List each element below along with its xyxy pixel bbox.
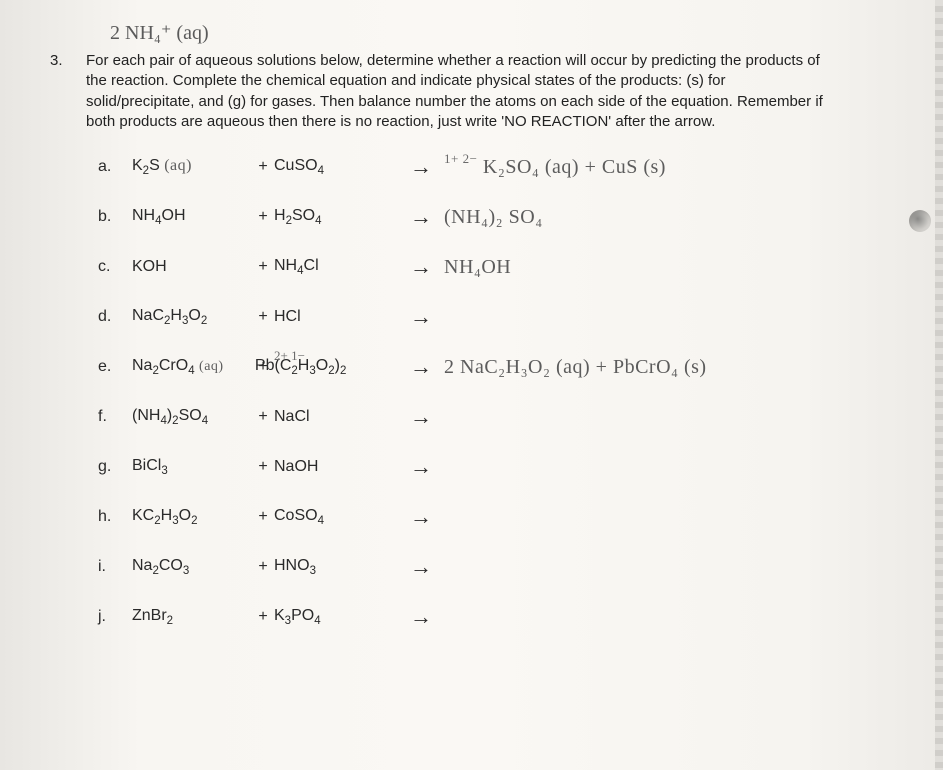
arrow-icon: → <box>404 404 444 430</box>
reactant-2: NH4Cl <box>274 257 404 277</box>
reactant-1: K2S (aq) <box>132 157 252 177</box>
plus-sign: + <box>252 158 274 176</box>
hand-annotation: (aq) <box>164 157 192 174</box>
row-letter: g. <box>98 458 132 476</box>
plus-sign: + <box>252 508 274 526</box>
row-letter: a. <box>98 158 132 176</box>
reactant-2: NaCl <box>274 408 404 426</box>
arrow-icon: → <box>404 504 444 530</box>
handwritten-product: 1+ 2− K₂SO₄ (aq) + CuS (s) <box>444 156 883 179</box>
reactant-2: CoSO4 <box>274 507 404 527</box>
arrow-icon: → <box>404 304 444 330</box>
reaction-list: a. K2S (aq) + CuSO4 → 1+ 2− K₂SO₄ (aq) +… <box>98 142 883 642</box>
reaction-row: j. ZnBr2 + K3PO4 → <box>98 592 883 642</box>
charge-annotation: 2+ 1− <box>274 348 305 363</box>
reactant-1: (NH4)2SO4 <box>132 407 252 427</box>
reactant-1: NaC2H3O2 <box>132 307 252 327</box>
arrow-icon: → <box>404 554 444 580</box>
plus-sign: + <box>252 308 274 326</box>
question-block: 3. For each pair of aqueous solutions be… <box>50 51 883 132</box>
reactant-1: KOH <box>132 258 252 276</box>
reactant-1: Na2CrO4 (aq) <box>132 357 252 377</box>
arrow-icon: → <box>404 154 444 180</box>
row-letter: d. <box>98 308 132 326</box>
reaction-row: i. Na2CO3 + HNO3 → <box>98 542 883 592</box>
question-text: For each pair of aqueous solutions below… <box>86 51 883 132</box>
arrow-icon: → <box>404 204 444 230</box>
plus-sign: + <box>252 258 274 276</box>
plus-sign: + <box>252 608 274 626</box>
spiral-binding <box>935 0 943 770</box>
row-letter: j. <box>98 608 132 626</box>
row-letter: b. <box>98 208 132 226</box>
reaction-row: b. NH4OH + H2SO4 → (NH₄)₂ SO₄ <box>98 192 883 242</box>
reactant-2: 2+ 1−Pb(C2H3O2)2 <box>274 357 404 377</box>
arrow-icon: → <box>404 454 444 480</box>
reactant-1: NH4OH <box>132 207 252 227</box>
row-letter: f. <box>98 408 132 426</box>
charge-annotation: 1+ 2− <box>444 151 477 166</box>
handwritten-product: 2 NaC₂H₃O₂ (aq) + PbCrO₄ (s) <box>444 356 883 379</box>
reactant-2: K3PO4 <box>274 607 404 627</box>
question-number: 3. <box>50 51 72 132</box>
row-letter: c. <box>98 258 132 276</box>
arrow-icon: → <box>404 604 444 630</box>
reaction-row: e. Na2CrO4 (aq) + 2+ 1−Pb(C2H3O2)2 → 2 N… <box>98 342 883 392</box>
row-letter: h. <box>98 508 132 526</box>
reactant-2: CuSO4 <box>274 157 404 177</box>
reactant-2: HCl <box>274 308 404 326</box>
reaction-row: c. KOH + NH4Cl → NH₄OH <box>98 242 883 292</box>
hand-annotation: (aq) <box>199 359 224 374</box>
reaction-row: d. NaC2H3O2 + HCl → <box>98 292 883 342</box>
header-handwriting: 2 NH₄⁺ (aq) <box>110 20 883 45</box>
reactant-2: NaOH <box>274 458 404 476</box>
reactant-1: BiCl3 <box>132 457 252 477</box>
row-letter: e. <box>98 358 132 376</box>
reaction-row: a. K2S (aq) + CuSO4 → 1+ 2− K₂SO₄ (aq) +… <box>98 142 883 192</box>
hand-text: K₂SO₄ (aq) + CuS (s) <box>483 156 666 178</box>
arrow-icon: → <box>404 354 444 380</box>
plus-sign: + <box>252 208 274 226</box>
handwritten-product: NH₄OH <box>444 256 883 279</box>
reaction-row: h. KC2H3O2 + CoSO4 → <box>98 492 883 542</box>
reaction-row: g. BiCl3 + NaOH → <box>98 442 883 492</box>
arrow-icon: → <box>404 254 444 280</box>
plus-sign: + <box>252 558 274 576</box>
reactant-1: Na2CO3 <box>132 557 252 577</box>
worksheet-page: 2 NH₄⁺ (aq) 3. For each pair of aqueous … <box>0 0 943 770</box>
reaction-row: f. (NH4)2SO4 + NaCl → <box>98 392 883 442</box>
reactant-1: KC2H3O2 <box>132 507 252 527</box>
binder-hole <box>909 210 931 232</box>
reactant-1: ZnBr2 <box>132 607 252 627</box>
plus-sign: + <box>252 408 274 426</box>
row-letter: i. <box>98 558 132 576</box>
reactant-2: HNO3 <box>274 557 404 577</box>
reactant-2: H2SO4 <box>274 207 404 227</box>
handwritten-product: (NH₄)₂ SO₄ <box>444 206 883 229</box>
plus-sign: + <box>252 458 274 476</box>
